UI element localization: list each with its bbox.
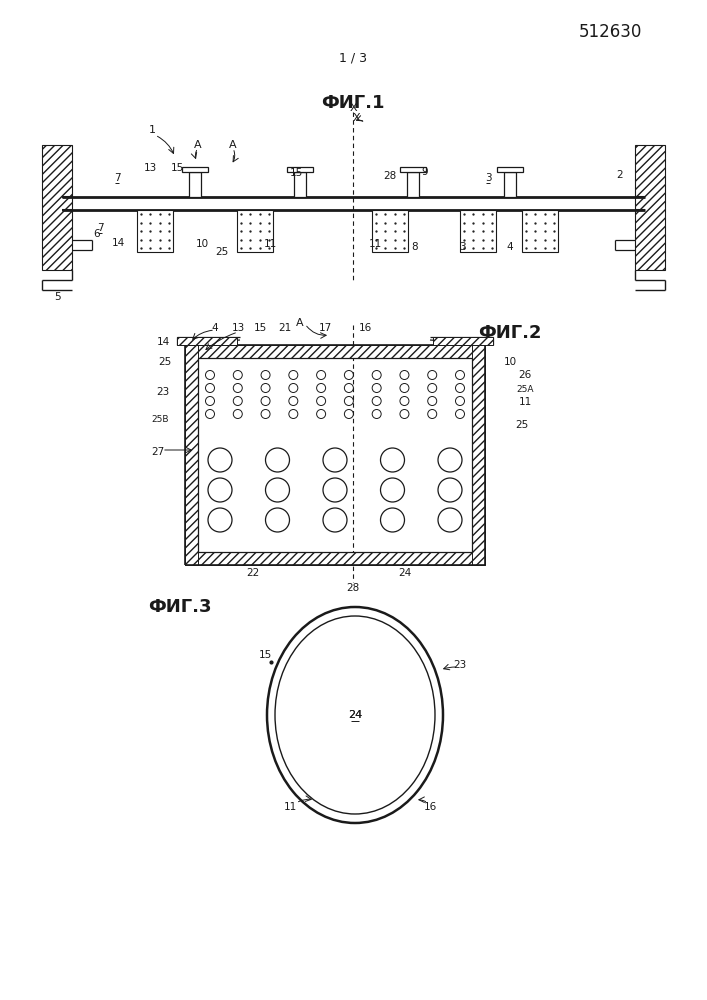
Text: 11: 11	[368, 239, 382, 249]
Text: 17: 17	[318, 323, 332, 333]
Text: 13: 13	[231, 323, 245, 333]
Bar	[522, 210, 558, 252]
Text: 512630: 512630	[578, 23, 642, 41]
Text: A: A	[194, 140, 201, 150]
Bar	[472, 345, 485, 565]
Text: 4: 4	[507, 242, 513, 252]
Text: 7: 7	[114, 173, 120, 183]
Text: 15: 15	[258, 650, 271, 660]
Text: A: A	[229, 140, 237, 150]
Bar	[407, 172, 419, 197]
Text: 9: 9	[421, 167, 428, 177]
Bar	[294, 172, 306, 197]
Text: 16: 16	[358, 323, 372, 333]
Text: 22: 22	[246, 568, 259, 578]
Bar	[400, 167, 426, 172]
Text: 1 / 3: 1 / 3	[339, 51, 367, 64]
Text: 8: 8	[411, 242, 419, 252]
Text: 24: 24	[348, 710, 362, 720]
Text: ФИГ.2: ФИГ.2	[478, 324, 542, 342]
Text: 28: 28	[346, 583, 360, 593]
Text: 11: 11	[284, 802, 297, 812]
Text: 7: 7	[97, 223, 103, 233]
Text: X: X	[352, 113, 360, 123]
Bar	[287, 167, 313, 172]
Text: 25: 25	[515, 420, 529, 430]
Text: 21: 21	[279, 323, 291, 333]
Text: 23: 23	[156, 387, 170, 397]
Text: 10: 10	[195, 239, 209, 249]
Text: 25A: 25A	[516, 385, 534, 394]
Text: 3: 3	[459, 242, 465, 252]
Text: 2: 2	[617, 170, 624, 180]
Text: 14: 14	[156, 337, 170, 347]
Bar	[185, 345, 485, 358]
Bar	[42, 145, 72, 270]
Bar	[635, 145, 665, 270]
Text: 4: 4	[211, 323, 218, 333]
Bar	[237, 210, 273, 252]
Bar	[177, 337, 237, 345]
Bar	[185, 552, 485, 565]
Bar	[497, 167, 523, 172]
Bar	[189, 172, 201, 197]
Text: 24: 24	[398, 568, 411, 578]
Text: 24: 24	[348, 710, 362, 720]
Text: 25B: 25B	[151, 416, 169, 424]
Text: 1: 1	[148, 125, 156, 135]
Text: 6: 6	[94, 229, 100, 239]
Text: 13: 13	[144, 163, 157, 173]
Text: 27: 27	[151, 447, 165, 457]
Text: 15: 15	[289, 168, 303, 178]
Bar	[137, 210, 173, 252]
Text: 5: 5	[54, 292, 62, 302]
Bar	[433, 337, 493, 345]
Text: 26: 26	[518, 370, 532, 380]
Text: 16: 16	[423, 802, 437, 812]
Text: 25: 25	[216, 247, 228, 257]
Text: 25: 25	[158, 357, 172, 367]
Text: 11: 11	[518, 397, 532, 407]
Text: X: X	[349, 103, 357, 113]
Text: 10: 10	[503, 357, 517, 367]
Text: 15: 15	[253, 323, 267, 333]
Text: ФИГ.1: ФИГ.1	[321, 94, 385, 112]
Bar	[182, 167, 208, 172]
Text: 23: 23	[453, 660, 467, 670]
Bar	[504, 172, 516, 197]
Text: 11: 11	[264, 239, 276, 249]
Bar	[372, 210, 408, 252]
Text: 15: 15	[170, 163, 184, 173]
Bar	[185, 345, 198, 565]
Text: A: A	[296, 318, 304, 328]
Bar	[460, 210, 496, 252]
Text: 14: 14	[112, 238, 124, 248]
Text: 3: 3	[485, 173, 491, 183]
Text: ФИГ.3: ФИГ.3	[148, 598, 211, 616]
Text: 28: 28	[383, 171, 397, 181]
